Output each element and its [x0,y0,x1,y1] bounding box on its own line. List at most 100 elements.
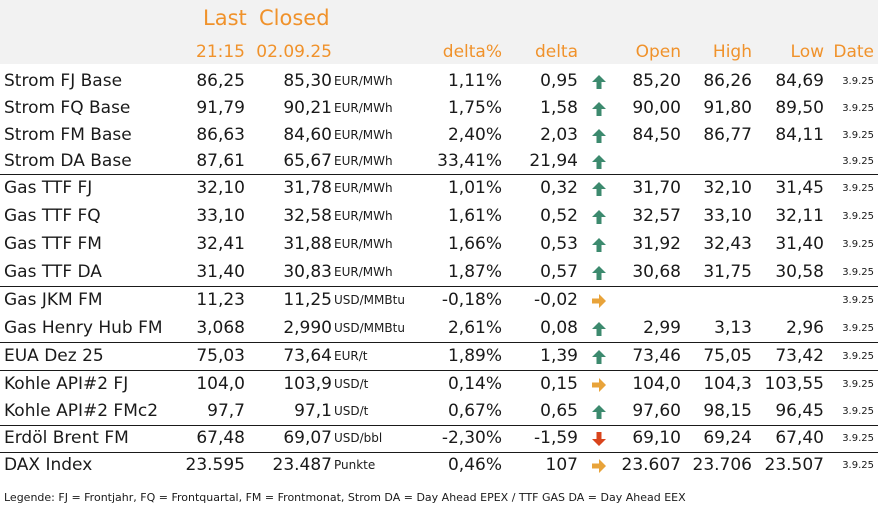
cell-last: 75,03 [196,346,245,366]
cell-date: 3.9.25 [842,239,874,250]
table-row: Strom FJ Base 86,25 85,30 EUR/MWh 1,11% 0,95 8… [0,68,878,95]
cell-delta: 0,53 [540,234,578,254]
cell-closed: 31,88 [283,234,332,254]
delta-pct-header: delta% [442,42,502,62]
arrow-up-icon [592,405,606,419]
cell-delta-pct: 0,67% [447,401,502,421]
cell-delta: 0,65 [540,401,578,421]
cell-unit: EUR/MWh [334,74,393,88]
arrow-up-icon [592,102,606,116]
cell-high: 32,43 [703,234,752,254]
cell-unit: EUR/MWh [334,181,393,195]
cell-name: Gas TTF FM [4,234,102,254]
cell-unit: USD/t [334,377,369,391]
last-header: Last [203,6,247,30]
cell-delta: 0,15 [540,374,578,394]
cell-name: Gas Henry Hub FM [4,318,163,338]
cell-high: 86,26 [703,71,752,91]
cell-date: 3.9.25 [842,406,874,417]
cell-low: 30,58 [775,262,824,282]
arrow-up-icon [592,238,606,252]
cell-date: 3.9.25 [842,379,874,390]
cell-name: Kohle API#2 FMc2 [4,401,159,421]
cell-unit: USD/MMBtu [334,321,405,335]
cell-open: 31,92 [632,234,681,254]
high-header: High [712,42,752,62]
cell-high: 32,10 [703,178,752,198]
cell-delta-pct: 1,75% [447,98,502,118]
cell-date: 3.9.25 [842,130,874,141]
cell-closed: 69,07 [283,428,332,448]
table-row: Strom FM Base 86,63 84,60 EUR/MWh 2,40% 2,03 8… [0,122,878,149]
cell-low: 32,11 [775,206,824,226]
cell-delta: -1,59 [534,428,578,448]
cell-date: 3.9.25 [842,433,874,444]
cell-delta: 107 [545,455,578,475]
cell-closed: 2,990 [283,318,332,338]
cell-low: 84,11 [775,125,824,145]
cell-unit: EUR/MWh [334,209,393,223]
cell-last: 87,61 [196,151,245,171]
cell-last: 86,63 [196,125,245,145]
arrow-up-icon [592,210,606,224]
cell-delta-pct: 1,01% [447,178,502,198]
cell-delta-pct: -2,30% [441,428,502,448]
cell-delta: -0,02 [534,290,578,310]
cell-low [760,148,824,175]
cell-date: 3.9.25 [842,156,874,167]
closed-header: Closed [259,6,330,30]
cell-high: 104,3 [703,374,752,394]
cell-last: 32,41 [196,234,245,254]
date-header: Date [833,42,874,62]
table-row: Gas TTF FQ 33,10 32,58 EUR/MWh 1,61% 0,52 32,5… [0,203,878,230]
cell-last: 91,79 [196,98,245,118]
cell-open: 73,46 [632,346,681,366]
cell-name: Gas JKM FM [4,290,103,310]
cell-name: Kohle API#2 FJ [4,374,129,394]
cell-last: 3,068 [196,318,245,338]
cell-name: Gas TTF FJ [4,178,93,198]
cell-delta-pct: 1,66% [447,234,502,254]
cell-low: 2,96 [786,318,824,338]
cell-delta-pct: -0,18% [441,290,502,310]
arrow-up-icon [592,155,606,169]
cell-high: 86,77 [703,125,752,145]
arrow-up-icon [592,129,606,143]
arrow-up-icon [592,322,606,336]
cell-unit: EUR/MWh [334,237,393,251]
cell-delta-pct: 1,11% [447,71,502,91]
cell-low: 31,40 [775,234,824,254]
cell-last: 104,0 [196,374,245,394]
cell-closed: 65,67 [283,151,332,171]
cell-closed: 31,78 [283,178,332,198]
table-row: Erdöl Brent FM 67,48 69,07 USD/bbl -2,30% -1,… [0,425,878,452]
cell-open: 31,70 [632,178,681,198]
arrow-down-icon [592,432,606,446]
cell-low: 23.507 [764,455,824,475]
table-row: Strom FQ Base 91,79 90,21 EUR/MWh 1,75% 1,58 9… [0,95,878,122]
cell-open [615,148,681,175]
cell-low: 73,42 [775,346,824,366]
cell-last: 97,7 [207,401,245,421]
cell-closed: 103,9 [283,374,332,394]
cell-name: Gas TTF FQ [4,206,101,226]
cell-closed: 84,60 [283,125,332,145]
low-header: Low [790,42,824,62]
cell-delta-pct: 1,87% [447,262,502,282]
table-row: Gas TTF FJ 32,10 31,78 EUR/MWh 1,01% 0,32 31,7… [0,175,878,202]
table-row: Strom DA Base 87,61 65,67 EUR/MWh 33,41% 21,9… [0,148,878,175]
cell-delta: 0,32 [540,178,578,198]
cell-date: 3.9.25 [842,460,874,471]
cell-unit: EUR/MWh [334,101,393,115]
cell-delta: 0,95 [540,71,578,91]
cell-closed: 32,58 [283,206,332,226]
cell-closed: 30,83 [283,262,332,282]
cell-date: 3.9.25 [842,323,874,334]
cell-open [615,287,681,314]
cell-unit: EUR/MWh [334,154,393,168]
row-separator [0,370,878,371]
cell-last: 31,40 [196,262,245,282]
arrow-right-icon [592,459,606,473]
table-row: DAX Index 23.595 23.487 Punkte 0,46% 107 23.60… [0,452,878,479]
closed-date: 02.09.25 [256,42,332,62]
